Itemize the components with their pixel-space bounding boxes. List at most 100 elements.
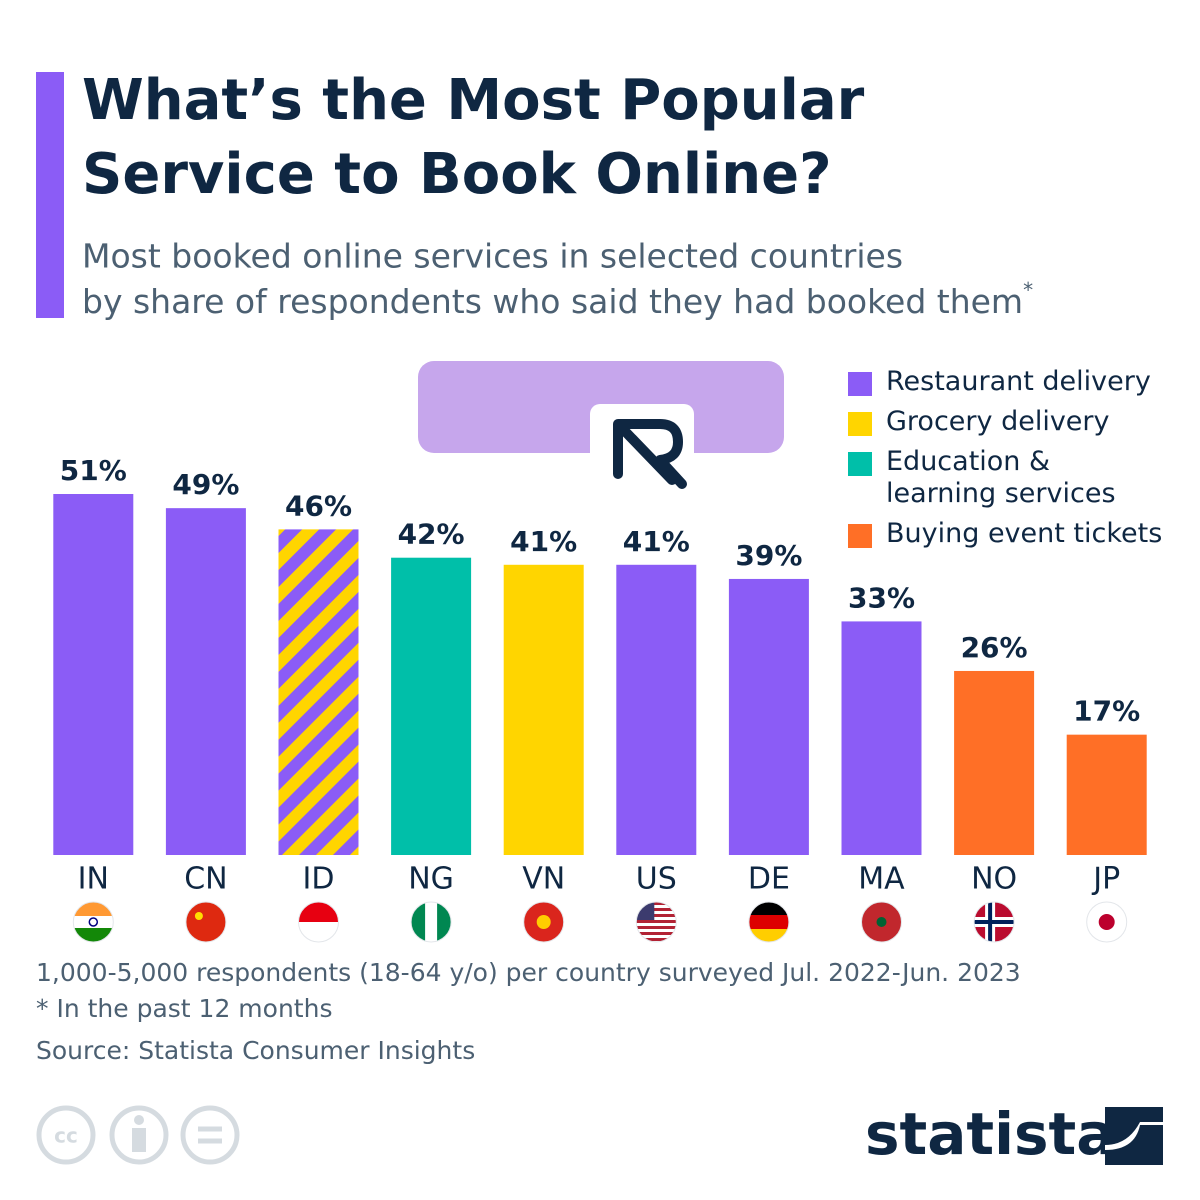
bar — [954, 670, 1035, 855]
x-tick-label: US — [636, 862, 677, 897]
flag — [748, 915, 789, 929]
flag — [636, 926, 677, 929]
bar — [391, 557, 472, 855]
x-tick-label: MA — [858, 862, 905, 897]
x-tick-label: IN — [78, 862, 109, 897]
bar — [503, 564, 584, 855]
flag — [748, 902, 789, 942]
legend-swatch — [848, 372, 872, 396]
x-tick-label: JP — [1091, 862, 1120, 897]
legend-swatch — [848, 524, 872, 548]
legend-item: Education & learning services — [848, 446, 1200, 510]
flag — [73, 928, 114, 942]
flag — [298, 902, 339, 942]
bar — [278, 529, 359, 855]
legend-swatch — [848, 452, 872, 476]
chart-subtitle: Most booked online services in selected … — [82, 237, 903, 276]
value-label: 17% — [1073, 695, 1140, 728]
legend-item: Buying event tickets — [848, 518, 1200, 550]
flag-ring — [298, 901, 339, 943]
flag — [88, 917, 99, 927]
flag — [988, 902, 993, 942]
flag-ring — [185, 901, 227, 943]
value-label: 41% — [623, 525, 690, 558]
x-tick-label: VN — [522, 862, 565, 897]
flag — [636, 902, 677, 905]
legend-label: Buying event tickets — [886, 518, 1163, 549]
legend-item: Restaurant delivery — [848, 366, 1200, 398]
flag — [194, 912, 203, 920]
flag — [861, 902, 902, 942]
note: 1,000-5,000 respondents (18-64 y/o) per … — [36, 958, 1021, 987]
flag — [636, 908, 677, 911]
value-label: 42% — [398, 518, 465, 551]
flag-ring — [748, 901, 790, 943]
brand-logo: statista — [865, 1100, 1115, 1168]
bar — [1066, 734, 1147, 855]
flag-ring — [861, 901, 902, 943]
bar — [616, 564, 697, 855]
x-tick-label: NO — [971, 862, 1017, 897]
chart-subtitle: by share of respondents who said they ha… — [82, 278, 1033, 321]
chart-title: Service to Book Online? — [82, 142, 832, 207]
x-tick-label: ID — [303, 862, 335, 897]
flag-ring — [973, 901, 1015, 943]
bar — [165, 508, 246, 855]
value-label: 39% — [735, 539, 802, 572]
x-tick-label: NG — [408, 862, 454, 897]
flag — [73, 902, 114, 916]
value-label: 46% — [285, 489, 352, 522]
flag — [748, 929, 789, 942]
flag — [536, 915, 551, 929]
flag — [411, 902, 426, 942]
flag — [185, 902, 226, 942]
bar — [841, 621, 922, 855]
flag — [437, 902, 452, 942]
x-tick-label: CN — [184, 862, 227, 897]
flag-ring — [523, 901, 565, 943]
flag — [298, 902, 339, 922]
x-tick-label: DE — [748, 862, 790, 897]
pointer-overlay — [418, 361, 784, 508]
flag — [974, 902, 1015, 942]
flag — [1086, 902, 1127, 942]
legend-swatch — [848, 412, 872, 436]
title-accent — [36, 72, 64, 318]
license-icons: cc — [36, 1105, 240, 1165]
flag — [636, 932, 677, 935]
subtitle-mark: * — [1023, 278, 1033, 302]
flag — [185, 902, 226, 942]
flag — [748, 902, 789, 915]
legend: Restaurant delivery Grocery delivery Educa… — [822, 348, 1200, 556]
chart-title: What’s the Most Popular — [82, 68, 865, 133]
flag — [1098, 914, 1115, 930]
flag-ring — [410, 901, 452, 943]
legend-label: Restaurant delivery — [886, 366, 1151, 397]
bar — [53, 494, 134, 855]
brand-mark — [1105, 1107, 1163, 1165]
svg-text:cc: cc — [54, 1124, 78, 1148]
flag — [636, 902, 655, 920]
flag — [411, 902, 452, 942]
flag — [523, 902, 564, 942]
note: * In the past 12 months — [36, 994, 332, 1023]
subtitle-line: by share of respondents who said they ha… — [82, 282, 1023, 321]
flag-ring — [635, 901, 677, 943]
source: Source: Statista Consumer Insights — [36, 1036, 475, 1065]
flag-ring — [1086, 901, 1128, 943]
flag — [636, 920, 677, 923]
value-label: 26% — [961, 631, 1028, 664]
flag-ring — [72, 901, 114, 943]
value-label: 33% — [848, 581, 915, 614]
flag — [876, 917, 887, 927]
value-label: 41% — [510, 525, 577, 558]
flag — [636, 914, 677, 917]
flag — [73, 902, 114, 942]
legend-label: Education & learning services — [886, 446, 1116, 509]
flag — [974, 920, 1015, 924]
legend-item: Grocery delivery — [848, 406, 1200, 438]
flag — [636, 902, 677, 942]
flag — [636, 938, 677, 941]
